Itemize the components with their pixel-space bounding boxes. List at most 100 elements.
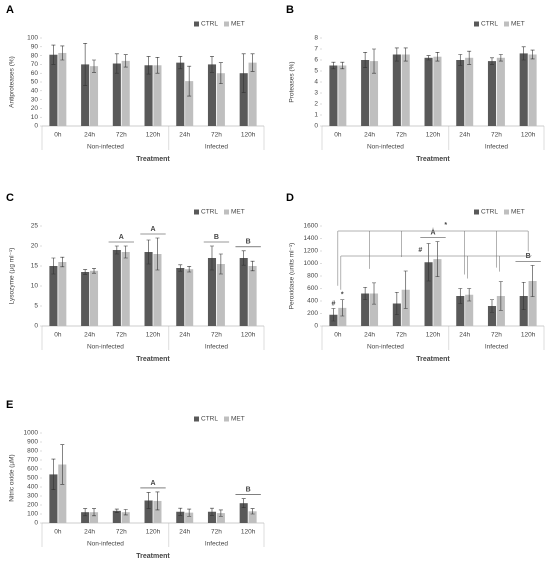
x-tick-label: 120h	[241, 332, 256, 339]
x-tick-label: 24h	[179, 529, 190, 536]
y-tick-label: 15	[31, 263, 39, 270]
error-bar	[372, 282, 377, 305]
panel-label: A	[6, 4, 14, 16]
bar	[89, 66, 99, 126]
x-tick-label: 24h	[459, 132, 470, 139]
x-tick-label: 120h	[426, 132, 441, 139]
y-tick-label: 2	[314, 101, 318, 108]
bar	[496, 57, 505, 126]
bar	[153, 500, 162, 523]
bar	[121, 252, 130, 326]
annotation: B	[246, 487, 251, 494]
group-label: Non-infected	[367, 344, 404, 351]
panel-label: B	[286, 4, 294, 16]
error-bar	[92, 59, 97, 73]
bracket	[340, 255, 532, 290]
y-tick-label: 1	[314, 112, 318, 119]
error-bar	[372, 48, 377, 74]
annotation: A	[119, 234, 124, 241]
y-tick-label: 800	[307, 273, 318, 280]
error-bar	[340, 299, 345, 317]
error-bar	[114, 245, 119, 255]
group-label: Non-infected	[87, 541, 124, 548]
x-tick-label: 120h	[521, 332, 536, 339]
annotation: A	[430, 229, 435, 236]
x-tick-label: 120h	[521, 132, 536, 139]
bar	[207, 64, 217, 126]
bar	[528, 281, 537, 326]
legend-swatch	[504, 21, 509, 27]
error-bar	[92, 508, 97, 517]
x-axis-label: Treatment	[416, 356, 450, 363]
bar	[112, 63, 121, 126]
bar	[121, 60, 130, 126]
error-bar	[489, 57, 494, 65]
bar	[144, 65, 153, 126]
bar	[58, 464, 67, 523]
error-bar	[178, 264, 183, 272]
bar	[185, 81, 194, 126]
bar	[216, 73, 225, 126]
bar	[369, 61, 379, 126]
y-tick-label: 100	[27, 35, 38, 42]
x-tick-label: 120h	[146, 132, 161, 139]
bar	[369, 293, 379, 326]
x-tick-label: 0h	[334, 132, 342, 139]
y-tick-label: 50	[31, 79, 39, 86]
error-bar	[530, 49, 535, 60]
group-label: Infected	[205, 344, 229, 351]
bar	[487, 306, 497, 326]
error-bar	[435, 52, 440, 62]
bar	[49, 474, 58, 523]
annotation: B	[526, 253, 531, 260]
y-tick-label: 400	[307, 298, 318, 305]
bar	[338, 65, 347, 126]
panel-label: C	[6, 192, 14, 204]
error-bar	[218, 253, 223, 275]
x-tick-label: 120h	[241, 132, 256, 139]
y-tick-label: 400	[27, 484, 38, 491]
x-tick-label: 120h	[146, 529, 161, 536]
x-tick-label: 24h	[179, 132, 190, 139]
bar	[433, 56, 442, 127]
x-tick-label: 120h	[241, 529, 256, 536]
y-tick-label: 600	[307, 285, 318, 292]
y-axis-label: Peroxidase (units ml⁻¹)	[289, 243, 296, 310]
bar	[58, 52, 67, 126]
error-bar	[530, 265, 535, 297]
x-tick-label: 72h	[116, 132, 127, 139]
legend-label: MET	[511, 209, 525, 216]
error-bar	[146, 492, 151, 509]
group-label: Infected	[205, 541, 229, 548]
error-bar	[403, 47, 408, 62]
x-tick-label: 72h	[491, 132, 502, 139]
legend-swatch	[224, 21, 229, 27]
bar	[49, 54, 58, 126]
error-bar	[241, 498, 246, 508]
error-bar	[209, 245, 214, 271]
y-axis-label: Proteases (%)	[289, 61, 296, 102]
bar	[338, 307, 347, 326]
x-tick-label: 72h	[396, 132, 407, 139]
x-tick-label: 72h	[211, 529, 222, 536]
y-tick-label: 800	[27, 448, 38, 455]
bar	[401, 54, 410, 126]
y-tick-label: 20	[31, 105, 39, 112]
x-axis-label: Treatment	[136, 553, 170, 560]
y-tick-label: 1000	[304, 260, 319, 267]
group-label: Non-infected	[87, 144, 124, 151]
legend-label: MET	[231, 21, 245, 28]
y-tick-label: 5	[34, 303, 38, 310]
error-bar	[467, 288, 472, 302]
bar	[207, 511, 217, 523]
x-tick-label: 0h	[54, 529, 62, 536]
annotation: B	[246, 239, 251, 246]
y-tick-label: 80	[31, 52, 39, 59]
y-axis-label: Nitric oxide (µM)	[9, 454, 16, 501]
x-tick-label: 24h	[84, 132, 95, 139]
y-tick-label: 100	[27, 511, 38, 518]
error-bar	[498, 54, 503, 62]
legend-label: MET	[231, 416, 245, 423]
legend-swatch	[474, 21, 479, 27]
